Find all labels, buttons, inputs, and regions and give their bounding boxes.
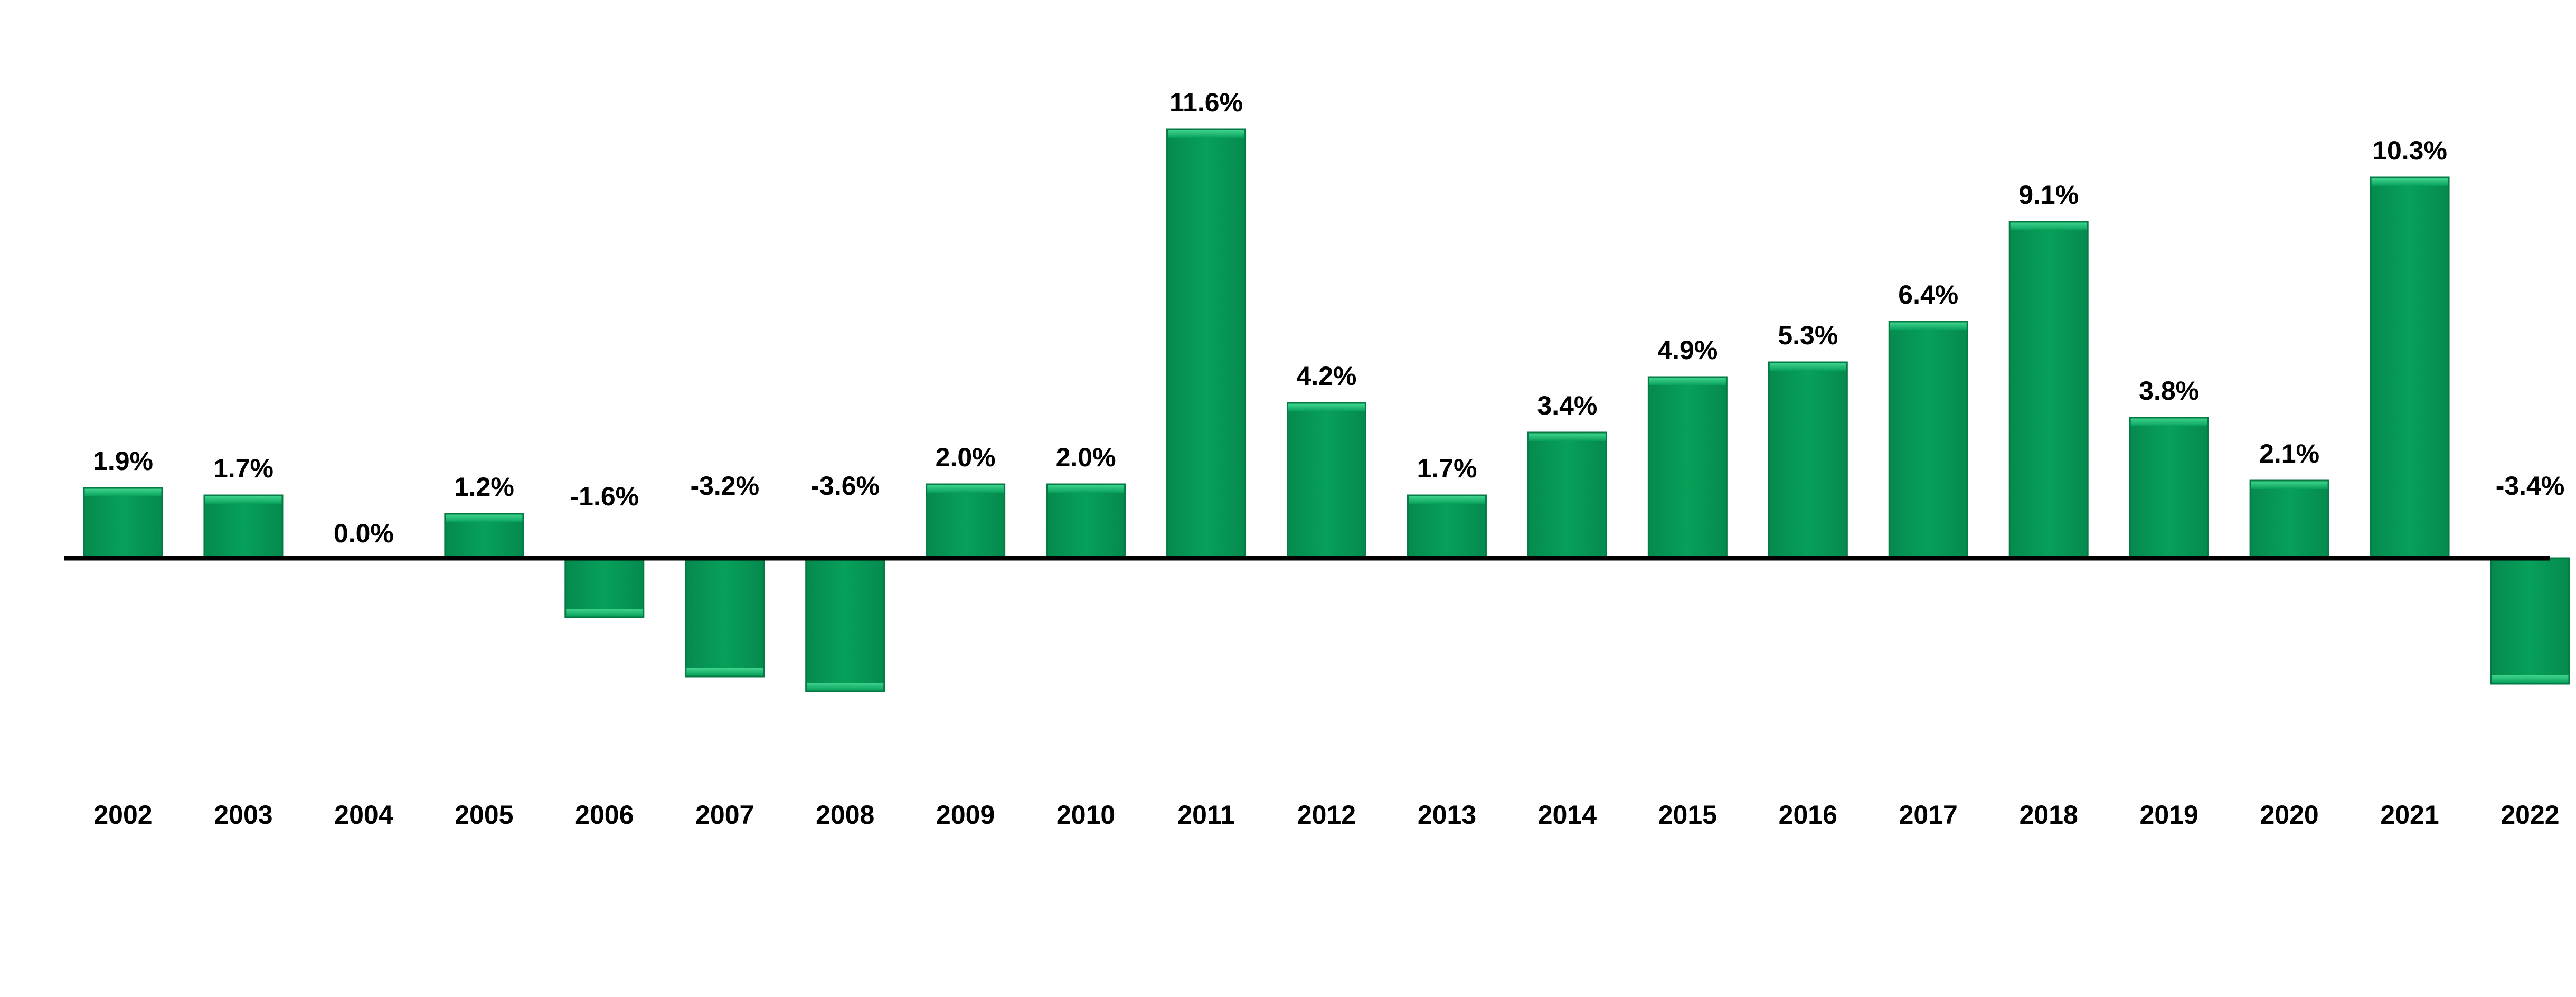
value-label-2011: 11.6%	[1169, 88, 1243, 117]
bar-highlight-2002	[84, 488, 162, 496]
bar-2020	[2249, 479, 2329, 559]
bar-highlight-2011	[1168, 130, 1245, 138]
category-label-2002: 2002	[93, 800, 152, 830]
value-label-2007: -3.2%	[690, 471, 759, 501]
value-label-2019: 3.8%	[2139, 376, 2199, 406]
bar-highlight-2012	[1288, 403, 1365, 411]
bar-2003	[203, 494, 284, 559]
value-label-2014: 3.4%	[1537, 391, 1597, 420]
bar-highlight-2009	[927, 485, 1004, 493]
value-label-2008: -3.6%	[810, 471, 880, 501]
value-label-2020: 2.1%	[2259, 439, 2319, 468]
category-label-2003: 2003	[214, 800, 272, 830]
bar-highlight-2019	[2130, 418, 2207, 426]
bar-highlight-2013	[1408, 496, 1485, 504]
category-label-2009: 2009	[936, 800, 995, 830]
category-label-2022: 2022	[2500, 800, 2559, 830]
bar-highlight-2003	[205, 496, 282, 504]
bar-2009	[926, 483, 1006, 559]
bars-group	[83, 128, 2570, 692]
value-label-2009: 2.0%	[936, 443, 996, 472]
bar-highlight-2021	[2371, 178, 2448, 186]
category-label-2016: 2016	[1779, 800, 1837, 830]
bar-2006	[564, 557, 645, 618]
value-label-2017: 6.4%	[1898, 280, 1958, 309]
bar-2010	[1046, 483, 1126, 559]
category-label-2019: 2019	[2140, 800, 2198, 830]
bar-2017	[1888, 321, 1968, 559]
value-label-2004: 0.0%	[334, 519, 394, 548]
category-label-2006: 2006	[575, 800, 634, 830]
bar-2019	[2129, 417, 2209, 559]
bar-2013	[1407, 494, 1487, 559]
value-label-2003: 1.7%	[213, 454, 273, 483]
category-label-2005: 2005	[455, 800, 513, 830]
value-labels-group: 1.9% 1.7% 0.0% 1.2% -1.6% -3.2% -3.6% 2.0% 2.0% 1…	[93, 88, 2564, 548]
value-label-2006: -1.6%	[570, 482, 639, 511]
category-label-2008: 2008	[816, 800, 874, 830]
bar-2015	[1647, 376, 1728, 559]
category-label-2012: 2012	[1297, 800, 1356, 830]
bar-highlight-2017	[1890, 322, 1967, 330]
category-label-2020: 2020	[2260, 800, 2318, 830]
bar-highlight-2006	[566, 609, 643, 617]
value-label-2012: 4.2%	[1297, 361, 1357, 391]
category-label-2010: 2010	[1056, 800, 1115, 830]
bar-highlight-2020	[2251, 481, 2328, 489]
category-label-2007: 2007	[695, 800, 754, 830]
bar-highlight-2015	[1649, 378, 1726, 385]
value-label-2005: 1.2%	[454, 472, 514, 502]
category-label-2021: 2021	[2380, 800, 2439, 830]
bar-2016	[1768, 361, 1848, 559]
value-label-2016: 5.3%	[1778, 321, 1838, 350]
bar-2022	[2490, 557, 2570, 685]
value-label-2002: 1.9%	[93, 446, 153, 476]
value-label-2015: 4.9%	[1657, 335, 1718, 365]
category-label-2013: 2013	[1418, 800, 1476, 830]
bar-2002	[83, 487, 163, 559]
category-label-2015: 2015	[1658, 800, 1717, 830]
bar-2011	[1166, 128, 1247, 559]
bar-2008	[805, 557, 885, 692]
bar-highlight-2007	[686, 668, 763, 676]
bar-2018	[2008, 221, 2089, 559]
category-label-2004: 2004	[334, 800, 393, 830]
bar-highlight-2010	[1048, 485, 1125, 493]
bar-highlight-2018	[2010, 222, 2087, 230]
category-label-2018: 2018	[2020, 800, 2078, 830]
bar-2012	[1287, 402, 1366, 559]
bar-highlight-2008	[807, 683, 884, 691]
category-label-2014: 2014	[1538, 800, 1597, 830]
category-label-2011: 2011	[1177, 800, 1234, 830]
category-label-2017: 2017	[1899, 800, 1958, 830]
bar-2014	[1527, 431, 1607, 559]
value-label-2022: -3.4%	[2496, 471, 2565, 501]
bar-highlight-2022	[2492, 675, 2569, 683]
value-label-2018: 9.1%	[2018, 180, 2079, 210]
bar-highlight-2014	[1528, 433, 1606, 441]
value-label-2013: 1.7%	[1417, 454, 1477, 483]
category-labels-group: 2002 2003 2004 2005 2006 2007 2008 2009 2010 2011…	[93, 800, 2559, 830]
bar-2007	[685, 557, 765, 678]
value-label-2010: 2.0%	[1056, 443, 1116, 472]
bar-highlight-2016	[1769, 363, 1846, 371]
bar-highlight-2005	[446, 514, 523, 522]
bar-2021	[2370, 176, 2450, 559]
value-label-2021: 10.3%	[2372, 136, 2447, 165]
